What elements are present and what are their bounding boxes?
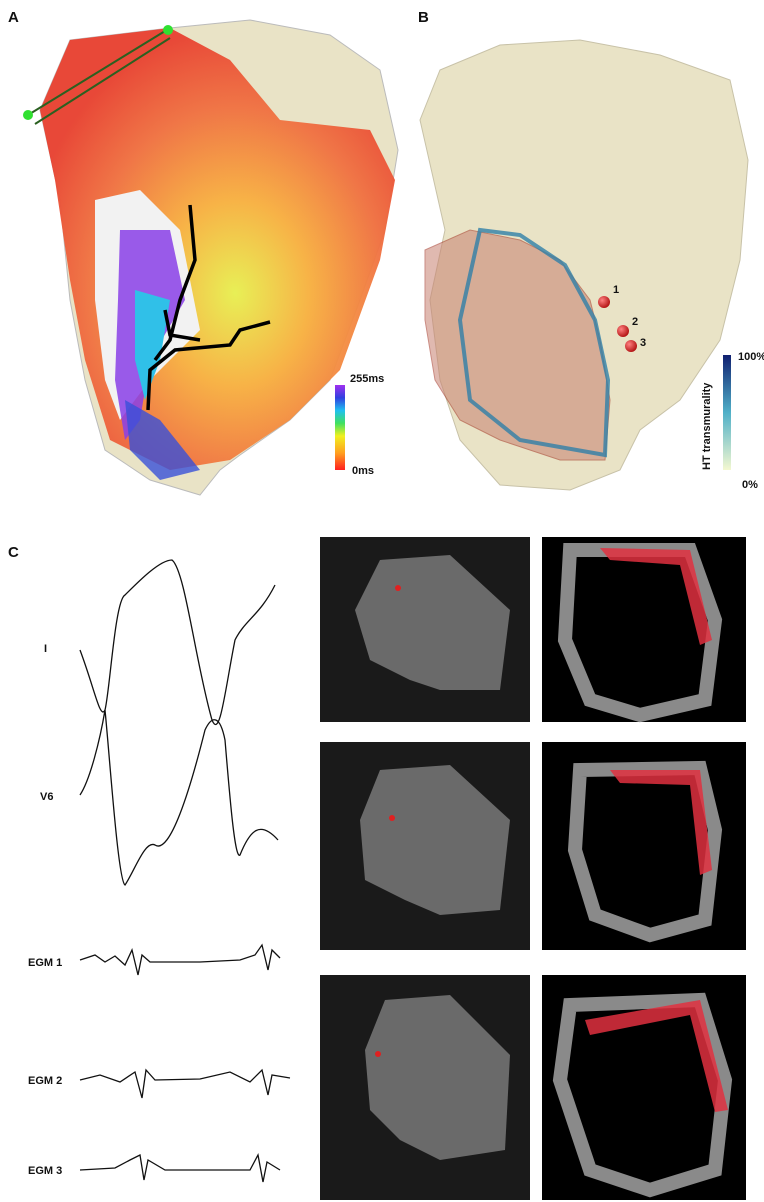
colorbar-min: 0ms	[352, 465, 374, 477]
point-label: 3	[640, 337, 646, 349]
colorbar-max: 100%	[738, 351, 764, 363]
activation-map	[23, 19, 399, 496]
point-label: 1	[613, 284, 619, 296]
colorbar	[723, 355, 731, 470]
trace-label: EGM 2	[28, 1075, 62, 1087]
panel-label: A	[8, 9, 19, 26]
point	[598, 296, 610, 308]
panel-label: B	[418, 9, 429, 26]
ecg-traces	[79, 559, 291, 1183]
mri-images	[320, 537, 746, 1200]
point	[625, 340, 637, 352]
trace-label: EGM 3	[28, 1165, 62, 1177]
colorbar-title: HT transmurality	[701, 382, 713, 470]
trace-label: V6	[40, 791, 53, 803]
colorbar-min: 0%	[742, 479, 758, 491]
heart-model	[419, 39, 749, 491]
colorbar-max: 255ms	[350, 373, 384, 385]
trace-label: I	[44, 643, 47, 655]
trace-label: EGM 1	[28, 957, 62, 969]
panel-label: C	[8, 544, 19, 561]
point-label: 2	[632, 316, 638, 328]
point	[617, 325, 629, 337]
colorbar	[335, 385, 345, 470]
